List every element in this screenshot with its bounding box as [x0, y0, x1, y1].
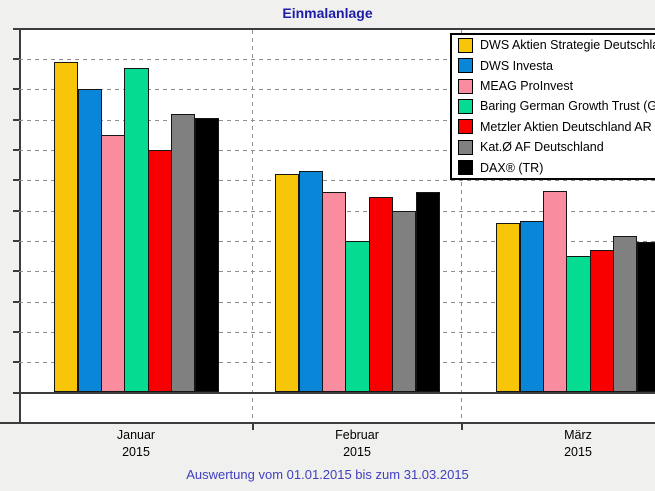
bar — [636, 242, 655, 393]
y-axis-tick — [13, 330, 19, 333]
x-axis-tick — [460, 424, 463, 430]
legend-label: DWS Aktien Strategie Deutschla — [480, 38, 655, 53]
x-axis-label-year: 2015 — [564, 445, 592, 459]
bar — [147, 149, 173, 393]
x-axis-label-month: März — [564, 428, 592, 442]
bar — [171, 113, 196, 393]
legend-swatch — [458, 78, 473, 94]
month-separator — [252, 30, 253, 422]
bar — [519, 221, 544, 393]
x-axis-tick — [251, 424, 254, 430]
gridline-9pct — [19, 119, 655, 121]
x-axis-label-month: Januar — [116, 428, 156, 442]
bar — [275, 174, 300, 393]
legend-swatch — [458, 58, 473, 74]
y-axis-tick — [13, 300, 19, 303]
y-axis-tick — [13, 118, 19, 121]
bar — [298, 171, 323, 393]
legend-swatch — [458, 37, 473, 53]
legend-label: Metzler Aktien Deutschland AR — [480, 119, 652, 134]
x-axis-label-year: 2015 — [122, 445, 150, 459]
y-axis-tick — [13, 57, 19, 60]
bar — [77, 89, 102, 393]
bar — [345, 240, 370, 393]
x-axis-label-month: Februar — [335, 428, 379, 442]
y-axis-tick — [13, 391, 19, 394]
legend-item: DWS Aktien Strategie Deutschla — [452, 35, 655, 55]
gridline-7pct — [19, 180, 655, 182]
x-axis-label-year: 2015 — [343, 445, 371, 459]
footer-evaluation-period: Auswertung vom 01.01.2015 bis zum 31.03.… — [186, 467, 469, 482]
y-axis-tick — [13, 88, 19, 91]
legend-label: DAX® (TR) — [480, 160, 544, 175]
y-axis-tick — [13, 209, 19, 212]
legend-swatch — [458, 139, 473, 155]
legend-item: MEAG ProInvest — [452, 76, 655, 96]
x-axis-label: März 2015 — [518, 427, 638, 461]
gridline-11pct — [19, 58, 655, 60]
bar — [415, 192, 440, 393]
x-axis-baseline — [0, 422, 655, 424]
gridline-8pct — [19, 149, 655, 151]
y-axis-tick — [13, 361, 19, 364]
legend-swatch — [458, 98, 473, 114]
bar — [54, 62, 79, 393]
x-axis-label: Januar 2015 — [76, 427, 196, 461]
bar — [496, 222, 521, 393]
legend-label: Kat.Ø AF Deutschland — [480, 140, 604, 155]
gridline-10pct — [19, 89, 655, 91]
chart-title: Einmalanlage — [282, 5, 373, 21]
bar — [392, 210, 417, 393]
legend-label: MEAG ProInvest — [480, 79, 574, 94]
x-axis-label: Februar 2015 — [297, 427, 417, 461]
bar — [542, 190, 568, 393]
legend-item: DWS Investa — [452, 55, 655, 75]
y-axis-tick — [13, 148, 19, 151]
legend-item: Baring German Growth Trust (G — [452, 96, 655, 116]
y-axis-tick — [13, 179, 19, 182]
y-axis-tick — [13, 239, 19, 242]
y-axis-tick — [13, 270, 19, 273]
bar — [589, 249, 615, 393]
bar — [368, 196, 394, 393]
bar — [613, 236, 638, 393]
bar — [194, 118, 219, 393]
legend-label: Baring German Growth Trust (G — [480, 99, 655, 114]
bar — [124, 68, 149, 393]
legend-swatch — [458, 160, 473, 176]
bar — [100, 134, 126, 393]
legend-swatch — [458, 119, 473, 135]
y-axis-tick — [13, 421, 19, 424]
y-axis-tick — [13, 27, 19, 30]
legend-item: Metzler Aktien Deutschland AR — [452, 117, 655, 137]
legend-item: Kat.Ø AF Deutschland — [452, 137, 655, 157]
bar — [566, 256, 591, 393]
legend-box: DWS Aktien Strategie Deutschla DWS Invest… — [450, 33, 655, 180]
bar — [321, 192, 347, 393]
legend-label: DWS Investa — [480, 58, 553, 73]
zero-baseline — [19, 391, 655, 394]
legend-item: DAX® (TR) — [452, 158, 655, 178]
month-separator — [461, 30, 462, 422]
